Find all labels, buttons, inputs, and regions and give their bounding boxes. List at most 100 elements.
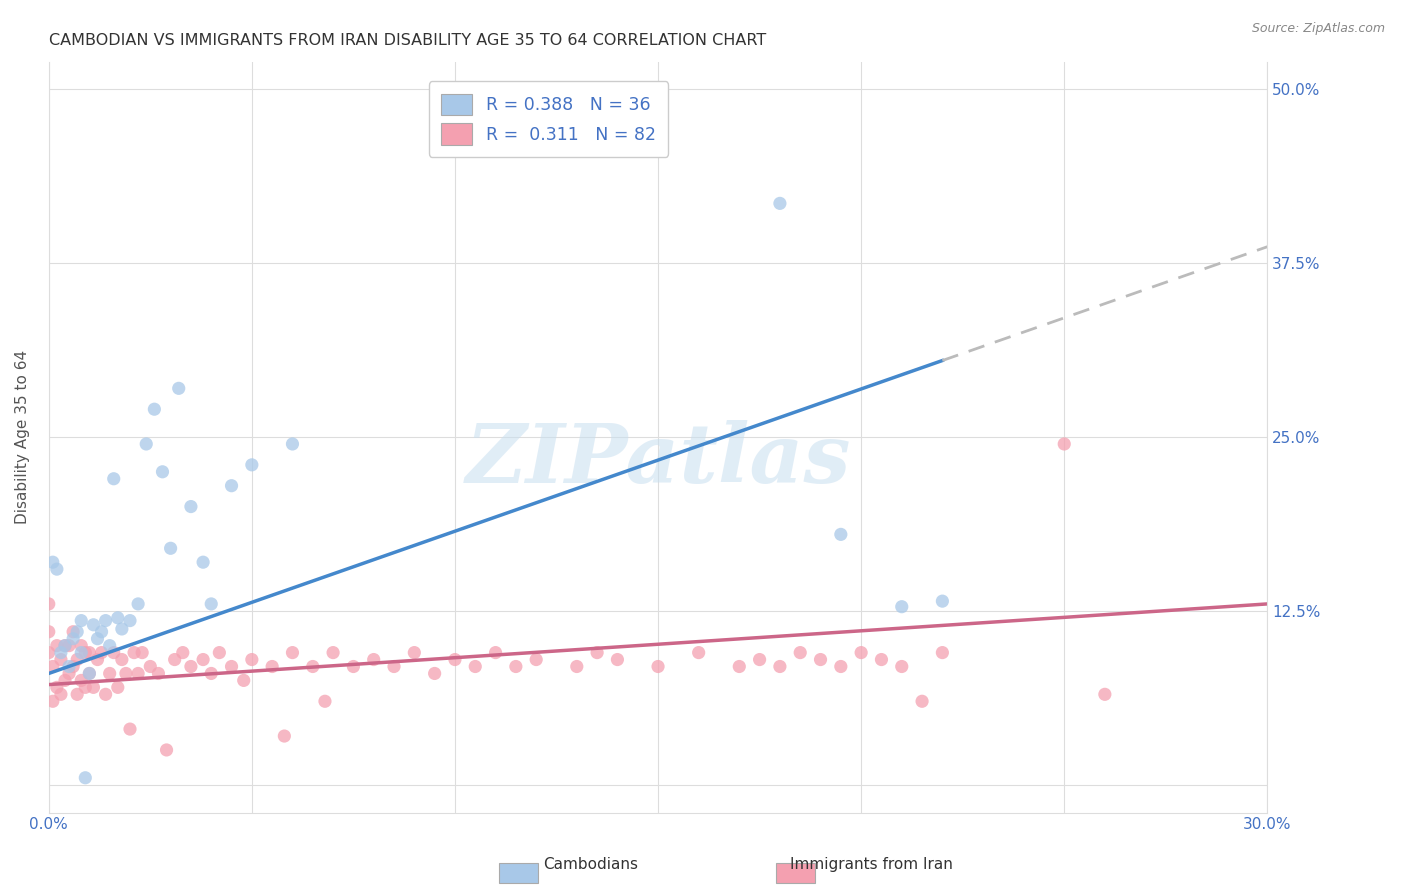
Point xyxy=(342,659,364,673)
Point xyxy=(830,659,852,673)
Point xyxy=(49,646,72,660)
Point xyxy=(66,687,89,701)
Point xyxy=(127,597,149,611)
Point xyxy=(45,639,67,653)
Point xyxy=(423,666,446,681)
Point xyxy=(98,666,121,681)
Point xyxy=(70,639,93,653)
Point xyxy=(107,681,129,695)
Point xyxy=(180,500,202,514)
Point xyxy=(111,652,134,666)
Point xyxy=(748,652,770,666)
Point xyxy=(75,646,97,660)
Point xyxy=(363,652,385,666)
Point xyxy=(75,681,97,695)
Point xyxy=(58,659,80,673)
Point xyxy=(240,458,263,472)
Point xyxy=(42,659,65,673)
Point xyxy=(688,646,710,660)
Point xyxy=(262,659,284,673)
Point xyxy=(524,652,547,666)
Point xyxy=(382,659,405,673)
Point xyxy=(163,652,186,666)
Point xyxy=(62,632,84,646)
Point xyxy=(143,402,166,417)
Point xyxy=(890,599,912,614)
Point xyxy=(58,666,80,681)
Point xyxy=(810,652,832,666)
Point xyxy=(86,632,108,646)
Point xyxy=(870,652,893,666)
Point xyxy=(221,659,243,673)
Point xyxy=(79,666,101,681)
Point xyxy=(273,729,295,743)
Y-axis label: Disability Age 35 to 64: Disability Age 35 to 64 xyxy=(15,350,30,524)
Point xyxy=(118,722,141,736)
Point xyxy=(62,659,84,673)
Point xyxy=(70,614,93,628)
Point xyxy=(49,687,72,701)
Text: Immigrants from Iran: Immigrants from Iran xyxy=(790,857,953,872)
Point xyxy=(107,611,129,625)
Point xyxy=(281,646,304,660)
Point xyxy=(931,594,953,608)
Point xyxy=(53,639,76,653)
Point xyxy=(167,381,190,395)
Point xyxy=(728,659,751,673)
Point xyxy=(484,646,506,660)
Point xyxy=(75,771,97,785)
Point xyxy=(58,639,80,653)
Point xyxy=(115,666,138,681)
Point xyxy=(208,646,231,660)
Point xyxy=(79,646,101,660)
Point xyxy=(769,196,792,211)
Point xyxy=(53,673,76,688)
Point xyxy=(131,646,153,660)
Point xyxy=(586,646,609,660)
Point xyxy=(789,646,811,660)
Point xyxy=(444,652,467,666)
Point xyxy=(62,624,84,639)
Point xyxy=(232,673,254,688)
Point xyxy=(82,617,104,632)
Point xyxy=(135,437,157,451)
Point xyxy=(103,646,125,660)
Point xyxy=(155,743,177,757)
Point xyxy=(127,666,149,681)
Point xyxy=(38,597,60,611)
Point xyxy=(103,472,125,486)
Point xyxy=(221,479,243,493)
Point xyxy=(931,646,953,660)
Point xyxy=(404,646,426,660)
Point xyxy=(200,666,222,681)
Point xyxy=(82,681,104,695)
Point xyxy=(49,652,72,666)
Point xyxy=(118,614,141,628)
Point xyxy=(152,465,174,479)
Point xyxy=(98,639,121,653)
Text: CAMBODIAN VS IMMIGRANTS FROM IRAN DISABILITY AGE 35 TO 64 CORRELATION CHART: CAMBODIAN VS IMMIGRANTS FROM IRAN DISABI… xyxy=(49,33,766,48)
Point xyxy=(240,652,263,666)
Point xyxy=(301,659,323,673)
Legend: R = 0.388   N = 36, R =  0.311   N = 82: R = 0.388 N = 36, R = 0.311 N = 82 xyxy=(429,81,668,157)
Point xyxy=(94,614,117,628)
Point xyxy=(42,555,65,569)
Point xyxy=(38,646,60,660)
Point xyxy=(122,646,145,660)
Point xyxy=(70,673,93,688)
Point xyxy=(111,622,134,636)
Point xyxy=(1053,437,1076,451)
Text: Cambodians: Cambodians xyxy=(543,857,638,872)
Point xyxy=(191,652,214,666)
Point xyxy=(180,659,202,673)
Point xyxy=(464,659,486,673)
Text: Source: ZipAtlas.com: Source: ZipAtlas.com xyxy=(1251,22,1385,36)
Point xyxy=(159,541,181,556)
Point xyxy=(505,659,527,673)
Point xyxy=(565,659,588,673)
Point xyxy=(66,624,89,639)
Point xyxy=(890,659,912,673)
Point xyxy=(38,624,60,639)
Point xyxy=(42,694,65,708)
Point xyxy=(172,646,194,660)
